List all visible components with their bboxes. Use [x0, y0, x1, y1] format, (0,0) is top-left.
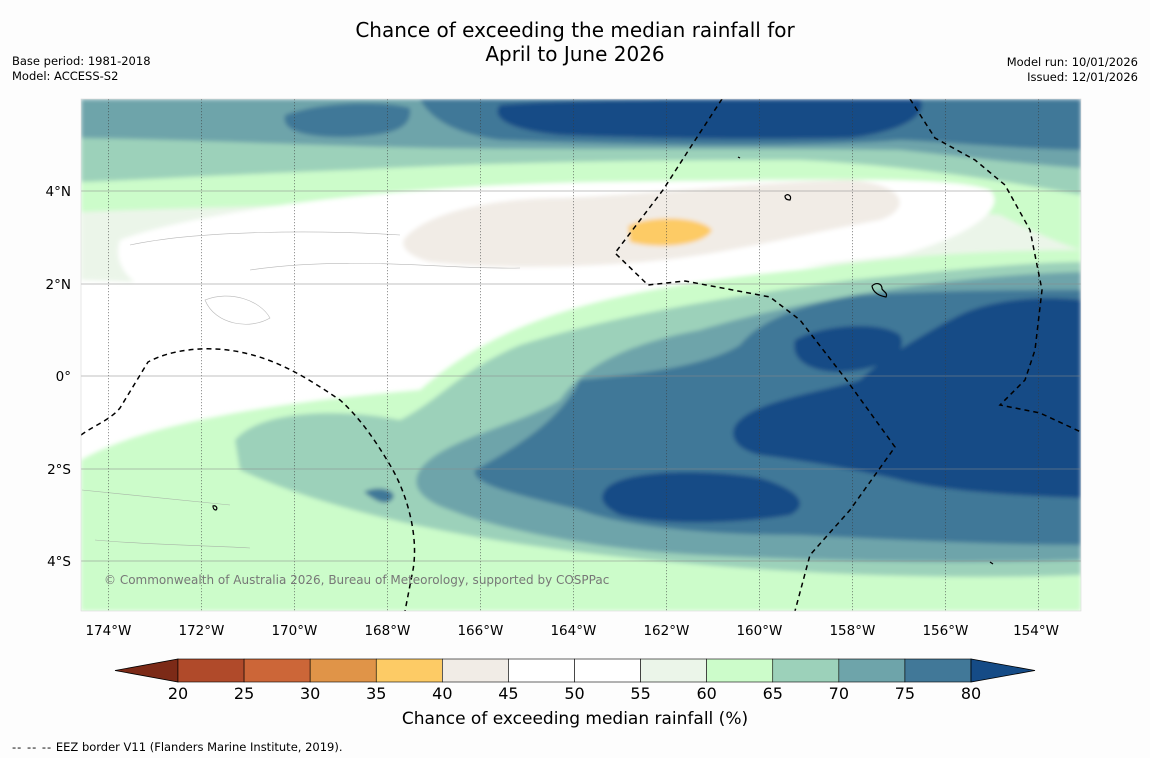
- island-small-2: [212, 505, 218, 511]
- colorbar-segment-50-55: [574, 658, 641, 683]
- contour-4: [81, 489, 231, 506]
- lon-label-170w: 170°W: [271, 623, 317, 639]
- lon-label-166w: 166°W: [457, 623, 503, 639]
- colorbar-segment-75-80: [904, 658, 972, 683]
- contour-3: [204, 295, 271, 325]
- eez-legend-symbol: -- -- --: [12, 740, 53, 754]
- model-run-text: Model run: 10/01/2026: [1006, 55, 1138, 69]
- contour-lines: [81, 231, 521, 549]
- colorbar-tick-50: 50: [564, 684, 584, 700]
- lon-label-168w: 168°W: [364, 623, 410, 639]
- base-period-text: Base period: 1981-2018: [12, 54, 151, 68]
- colorbar-tick-75: 75: [895, 684, 915, 700]
- island-kiritimati: [871, 283, 888, 298]
- colorbar-tick-45: 45: [498, 684, 518, 700]
- issued-text: Issued: 12/01/2026: [1027, 70, 1138, 84]
- region-east-over-80b: [602, 472, 800, 523]
- colorbar-tick-30: 30: [300, 684, 320, 700]
- coastlines: [212, 156, 994, 565]
- colorbar-extend-low: [114, 658, 179, 683]
- lat-label-0: 0°: [56, 369, 71, 385]
- map-fill-layer: © Commonwealth of Australia 2026, Bureau…: [81, 99, 1081, 611]
- contour-1: [129, 231, 401, 246]
- colorbar-extend-high: [970, 658, 1036, 683]
- rainfall-map: © Commonwealth of Australia 2026, Bureau…: [46, 98, 1082, 700]
- colorbar-tick-65: 65: [763, 684, 783, 700]
- map-frame: [80, 98, 1082, 612]
- colorbar-tick-55: 55: [630, 684, 650, 700]
- colorbar-tick-35: 35: [366, 684, 386, 700]
- colorbar-segment-30-35: [309, 658, 377, 683]
- copyright-notice: © Commonwealth of Australia 2026, Bureau…: [104, 573, 609, 587]
- latitude-labels: 4°N 2°N 0° 2°S 4°S: [46, 184, 71, 570]
- region-east-over-80a: [733, 298, 1081, 498]
- colorbar-segment-55-60: [640, 658, 707, 683]
- parallels: [81, 190, 1081, 562]
- colorbar-segment-25-30: [243, 658, 311, 683]
- lon-label-160w: 160°W: [736, 623, 782, 639]
- colorbar-tick-70: 70: [829, 684, 849, 700]
- colorbar-segment-60-65: [706, 658, 774, 683]
- colorbar-tick-60: 60: [696, 684, 716, 700]
- colorbar-segment-20-25: [177, 658, 245, 683]
- colorbar-tick-80: 80: [961, 684, 981, 700]
- meta-left: Base period: 1981-2018 Model: ACCESS-S2: [12, 54, 151, 84]
- model-text: Model: ACCESS-S2: [12, 69, 119, 83]
- colorbar-tick-25: 25: [234, 684, 254, 700]
- lon-label-172w: 172°W: [178, 623, 224, 639]
- shaded-regions: [81, 99, 1081, 611]
- map-title: Chance of exceeding the median rainfall …: [0, 18, 1150, 66]
- colorbar-segment-65-70: [772, 658, 840, 683]
- lon-label-158w: 158°W: [829, 623, 875, 639]
- lat-label-2s: 2°S: [47, 462, 71, 478]
- eez-legend-text: EEZ border V11 (Flanders Marine Institut…: [55, 740, 343, 754]
- lat-label-4s: 4°S: [47, 554, 71, 570]
- colorbar-segment-40-45: [442, 658, 509, 683]
- eez-border-east: [909, 99, 1081, 433]
- island-small-4: [737, 156, 741, 159]
- colorbar-segment-45-50: [508, 658, 575, 683]
- colorbar-title: Chance of exceeding median rainfall (%): [401, 709, 749, 729]
- contour-2: [249, 262, 521, 271]
- eez-border-west: [81, 348, 416, 611]
- colorbar-tick-40: 40: [432, 684, 452, 700]
- eez-borders: [81, 99, 1081, 611]
- eez-border-central: [613, 99, 896, 611]
- lon-label-164w: 164°W: [550, 623, 596, 639]
- lon-label-174w: 174°W: [85, 623, 131, 639]
- lon-label-154w: 154°W: [1013, 623, 1059, 639]
- region-west-spot-75: [364, 488, 394, 503]
- colorbar-segment-70-75: [838, 658, 906, 683]
- region-north-75-80b: [284, 103, 411, 138]
- map-title-line1: Chance of exceeding the median rainfall …: [355, 18, 795, 42]
- colorbar-segment-35-40: [375, 658, 443, 683]
- region-east-over-80c: [794, 325, 902, 372]
- lon-label-156w: 156°W: [922, 623, 968, 639]
- colorbar: 20 25 30 35 40 45 50 55 60 65 70 75 80: [114, 658, 1036, 700]
- lon-label-162w: 162°W: [643, 623, 689, 639]
- longitude-labels: 174°W 172°W 170°W 168°W 166°W 164°W 162°…: [85, 623, 1058, 639]
- meta-right: Model run: 10/01/2026 Issued: 12/01/2026: [1007, 55, 1138, 85]
- lat-label-2n: 2°N: [46, 277, 71, 293]
- meridians: [108, 99, 1039, 611]
- island-small-3: [989, 561, 994, 565]
- region-central-35-40: [628, 218, 712, 246]
- lat-label-4n: 4°N: [46, 184, 71, 200]
- island-small-1: [784, 194, 792, 201]
- contour-5: [94, 539, 251, 549]
- colorbar-tick-20: 20: [168, 684, 188, 700]
- region-north-over-80: [497, 99, 922, 139]
- map-title-line2: April to June 2026: [485, 42, 665, 66]
- eez-legend: -- -- -- EEZ border V11 (Flanders Marine…: [12, 740, 343, 754]
